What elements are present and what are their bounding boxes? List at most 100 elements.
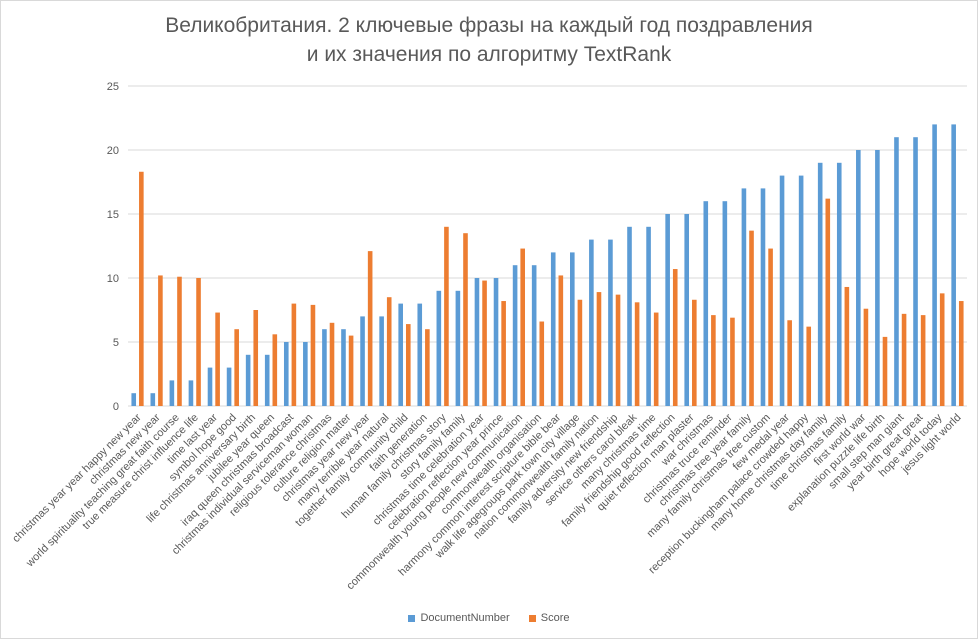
bar-score-16	[444, 226, 449, 406]
y-tick-label-0: 0	[113, 401, 119, 413]
bar-documentnumber-19	[493, 278, 499, 406]
bar-score-25	[615, 294, 621, 406]
bar-documentnumber-24	[589, 239, 594, 406]
bar-score-21	[539, 321, 545, 406]
bar-score-22	[558, 275, 564, 406]
bar-documentnumber-7	[264, 354, 270, 406]
y-tick-label-20: 20	[107, 145, 119, 157]
bar-score-37	[844, 286, 850, 406]
bar-score-39	[882, 336, 888, 406]
bar-documentnumber-23	[570, 252, 575, 406]
bar-documentnumber-15	[417, 303, 423, 406]
bar-documentnumber-18	[474, 278, 480, 406]
bar-documentnumber-12	[360, 316, 365, 406]
bar-score-15	[425, 329, 430, 406]
bar-documentnumber-36	[817, 162, 823, 406]
bar-score-17	[463, 233, 468, 406]
bar-documentnumber-8	[283, 342, 289, 406]
bar-documentnumber-9	[303, 342, 308, 406]
y-tick-label-15: 15	[107, 209, 119, 221]
bar-documentnumber-32	[741, 188, 747, 406]
bar-score-2	[177, 276, 182, 406]
bar-score-29	[692, 299, 697, 406]
bar-documentnumber-16	[436, 290, 442, 406]
bar-score-6	[253, 310, 259, 406]
bar-documentnumber-17	[455, 290, 461, 406]
bar-documentnumber-2	[169, 380, 175, 406]
bar-documentnumber-28	[665, 214, 670, 406]
bar-documentnumber-39	[875, 150, 880, 406]
bar-documentnumber-41	[913, 137, 918, 406]
bar-score-30	[711, 315, 716, 406]
category-label-0: christmas year year happy new year	[10, 411, 144, 545]
bar-documentnumber-4	[207, 367, 213, 406]
bar-documentnumber-25	[608, 239, 613, 406]
chart-title: Великобритания. 2 ключевые фразы на кажд…	[1, 11, 977, 69]
bar-documentnumber-22	[550, 252, 556, 406]
bar-documentnumber-27	[646, 226, 651, 406]
bar-score-43	[958, 301, 964, 406]
bar-documentnumber-0	[131, 393, 137, 406]
bar-documentnumber-1	[150, 393, 156, 406]
bar-score-40	[901, 313, 907, 406]
bar-score-14	[405, 324, 411, 406]
y-tick-label-10: 10	[107, 273, 119, 285]
bar-documentnumber-30	[703, 201, 709, 406]
bar-score-27	[653, 312, 659, 406]
chart-title-line-2: и их значения по алгоритму TextRank	[306, 43, 672, 66]
legend-item-documentnumber: DocumentNumber	[408, 612, 510, 625]
bar-documentnumber-35	[798, 175, 804, 406]
bar-documentnumber-40	[894, 137, 899, 406]
bar-score-31	[730, 317, 735, 406]
legend-swatch-score	[528, 614, 536, 622]
bar-documentnumber-38	[856, 150, 861, 406]
bar-score-34	[787, 320, 792, 406]
bar-score-4	[215, 312, 220, 406]
bar-score-20	[520, 248, 525, 406]
bar-documentnumber-20	[512, 265, 518, 406]
bar-documentnumber-13	[379, 316, 384, 406]
legend-label-documentnumber: DocumentNumber	[420, 612, 510, 625]
bar-documentnumber-11	[341, 329, 346, 406]
bar-score-23	[577, 299, 583, 406]
bar-score-18	[482, 280, 487, 406]
bar-score-1	[158, 275, 163, 406]
bar-score-3	[196, 278, 201, 406]
bar-score-0	[139, 171, 144, 406]
chart-legend: DocumentNumber Score	[1, 612, 977, 624]
bar-score-36	[825, 198, 831, 406]
bar-documentnumber-29	[684, 214, 690, 406]
bar-score-32	[749, 230, 754, 406]
bar-documentnumber-43	[951, 124, 956, 407]
bar-score-13	[386, 297, 392, 406]
bar-documentnumber-6	[245, 354, 251, 406]
bar-score-26	[634, 302, 640, 406]
y-tick-label-5: 5	[113, 337, 119, 349]
bar-score-35	[806, 326, 812, 406]
bar-score-42	[939, 293, 945, 406]
bar-documentnumber-34	[779, 175, 785, 406]
bar-score-19	[501, 301, 506, 406]
bar-score-12	[367, 251, 373, 406]
bar-score-10	[329, 322, 335, 406]
bar-documentnumber-37	[836, 162, 842, 406]
bar-score-38	[863, 308, 869, 406]
bar-documentnumber-3	[188, 380, 194, 406]
bar-score-41	[920, 315, 926, 406]
bar-documentnumber-26	[627, 226, 632, 406]
legend-swatch-documentnumber	[408, 614, 416, 622]
legend-item-score: Score	[528, 612, 570, 624]
bar-score-28	[672, 269, 678, 406]
chart-title-line-1: Великобритания. 2 ключевые фразы на кажд…	[165, 14, 813, 37]
bar-score-24	[596, 292, 602, 406]
bar-documentnumber-31	[722, 201, 728, 406]
bar-documentnumber-21	[531, 265, 537, 406]
bar-documentnumber-33	[760, 188, 766, 406]
bar-documentnumber-5	[226, 367, 232, 406]
bar-score-33	[768, 248, 773, 406]
bar-score-9	[310, 304, 316, 406]
bar-documentnumber-10	[322, 329, 327, 406]
category-label-2: world spirituality teaching great faith …	[23, 412, 181, 570]
